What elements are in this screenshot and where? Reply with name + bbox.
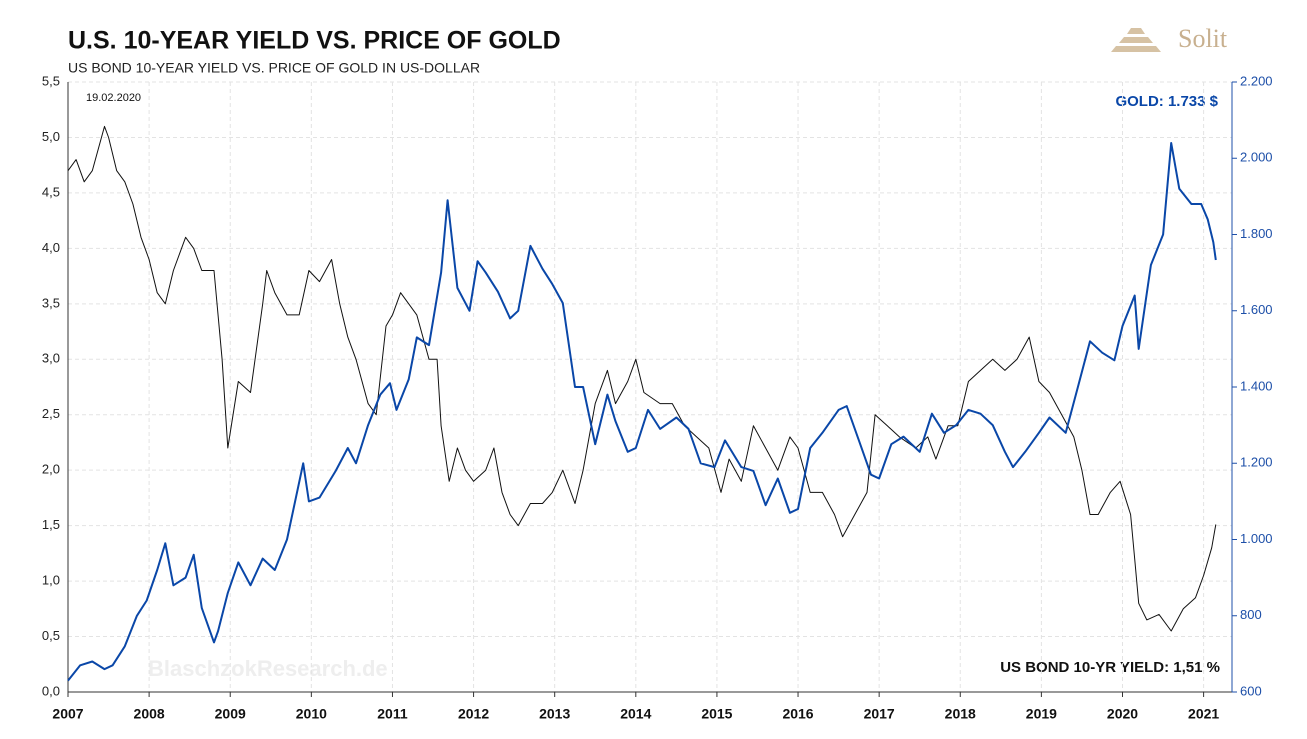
y-tick-label: 3,5	[42, 295, 60, 310]
y2-tick-label: 1.400	[1240, 378, 1273, 393]
chart-title: U.S. 10-YEAR YIELD VS. PRICE OF GOLD	[68, 27, 561, 55]
y-tick-label: 4,0	[42, 240, 60, 255]
y2-tick-label: 2.000	[1240, 150, 1273, 165]
y2-tick-label: 600	[1240, 683, 1262, 698]
y2-tick-label: 1.000	[1240, 531, 1273, 546]
series-line	[67, 125, 1217, 632]
logo-icon	[1111, 28, 1161, 52]
chart-subtitle: US BOND 10-YEAR YIELD VS. PRICE OF GOLD …	[68, 60, 480, 76]
x-tick-label: 2021	[1188, 706, 1219, 722]
x-tick-label: 2008	[134, 706, 165, 722]
y2-tick-label: 800	[1240, 607, 1262, 622]
y2-tick-label: 1.200	[1240, 455, 1273, 470]
annotation: 19.02.2020	[86, 92, 141, 104]
x-tick-label: 2018	[945, 706, 976, 722]
y-tick-label: 0,5	[42, 628, 60, 643]
x-tick-label: 2014	[620, 706, 651, 722]
x-tick-label: 2019	[1026, 706, 1057, 722]
y2-tick-label: 1.800	[1240, 226, 1273, 241]
watermark: BlaschzokResearch.de	[148, 656, 388, 681]
y-tick-label: 5,0	[42, 129, 60, 144]
series-line	[67, 142, 1217, 682]
y-tick-label: 0,0	[42, 683, 60, 698]
y-tick-label: 4,5	[42, 184, 60, 199]
y-tick-label: 2,0	[42, 462, 60, 477]
y2-tick-label: 1.600	[1240, 302, 1273, 317]
x-tick-label: 2011	[377, 706, 408, 722]
x-tick-label: 2016	[782, 706, 813, 722]
logo-text: Solit	[1178, 24, 1228, 53]
yield-label: US BOND 10-YR YIELD: 1,51 %	[1000, 659, 1220, 676]
y-tick-label: 3,0	[42, 351, 60, 366]
x-tick-label: 2009	[215, 706, 246, 722]
x-tick-label: 2010	[296, 706, 327, 722]
y-tick-label: 1,5	[42, 517, 60, 532]
y-tick-label: 5,5	[42, 73, 60, 88]
grid	[67, 81, 1232, 693]
y2-tick-label: 2.200	[1240, 73, 1273, 88]
gold-label: GOLD: 1.733 $	[1115, 93, 1218, 110]
y-tick-label: 1,0	[42, 573, 60, 588]
x-tick-label: 2007	[52, 706, 83, 722]
x-tick-label: 2012	[458, 706, 489, 722]
x-tick-label: 2015	[701, 706, 732, 722]
x-tick-label: 2013	[539, 706, 570, 722]
x-tick-label: 2017	[864, 706, 895, 722]
x-tick-label: 2020	[1107, 706, 1138, 722]
y-tick-label: 2,5	[42, 406, 60, 421]
